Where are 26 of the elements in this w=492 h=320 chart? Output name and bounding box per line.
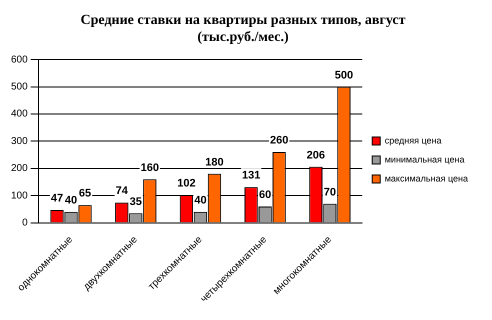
chart-title: Средние ставки на квартиры разных типов, август (тыс.руб./мес.): [80, 13, 406, 45]
data-label: 70: [324, 186, 336, 198]
data-label: 102: [177, 178, 196, 190]
data-label: 40: [194, 194, 207, 206]
data-label: 65: [78, 188, 92, 200]
data-label: 160: [140, 162, 159, 174]
y-tick-label: 300: [10, 136, 28, 147]
y-tick-label: 400: [10, 108, 28, 120]
data-label: 74: [116, 185, 129, 198]
data-label: 40: [64, 194, 78, 206]
data-label: 206: [306, 149, 326, 162]
y-tick-label: 500: [10, 82, 28, 93]
y-tick-label: 600: [10, 54, 28, 66]
y-tick-label: 200: [10, 163, 28, 174]
data-label: 500: [334, 69, 354, 82]
data-label: 131: [242, 170, 260, 182]
data-label: 60: [259, 188, 272, 201]
y-tick-label: 100: [10, 190, 28, 202]
legend-label: минимальная цена: [384, 154, 464, 164]
data-label: 260: [270, 134, 288, 147]
data-label: 180: [205, 156, 224, 168]
legend-label: средняя цена: [384, 135, 442, 146]
legend-label: максимальная цена: [384, 173, 468, 184]
data-label: 47: [50, 192, 64, 205]
y-tick-label: 0: [22, 218, 28, 229]
data-label: 35: [130, 196, 142, 208]
